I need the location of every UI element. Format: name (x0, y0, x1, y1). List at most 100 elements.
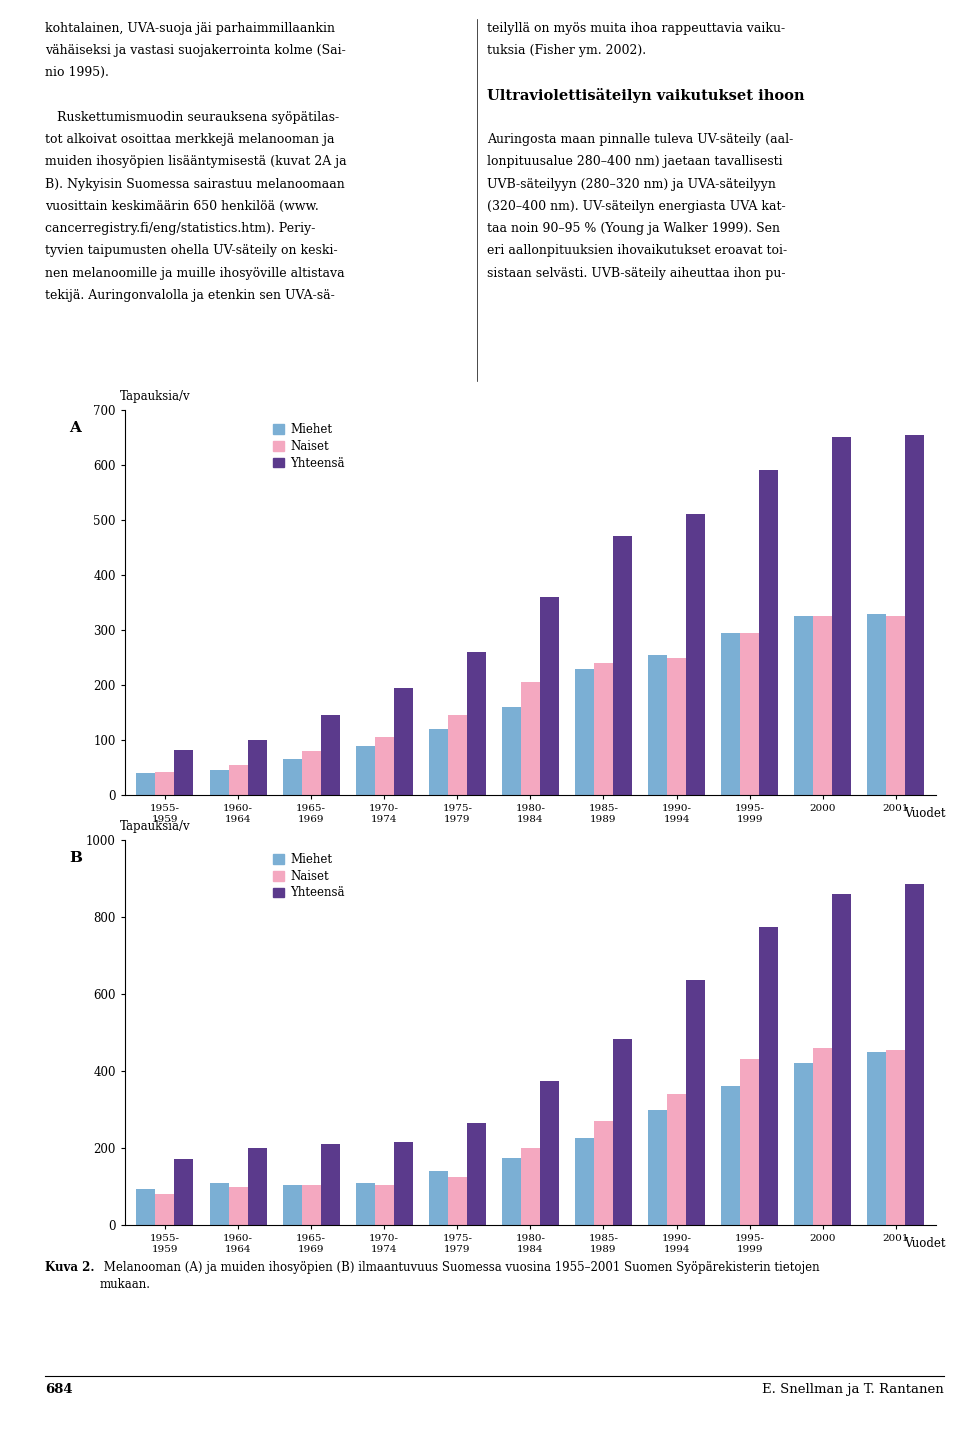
Bar (228, 765, 248, 795)
Bar (228, 1186, 248, 1225)
Bar (394, 687, 413, 795)
Bar (886, 617, 905, 795)
Bar (521, 1148, 540, 1225)
Bar (832, 437, 852, 795)
Bar (575, 1139, 594, 1225)
Bar (867, 614, 886, 795)
Bar (136, 774, 156, 795)
Bar (813, 617, 832, 795)
Bar (540, 1081, 559, 1225)
Bar (502, 1158, 521, 1225)
Bar (282, 759, 301, 795)
Bar (282, 1185, 301, 1225)
Bar (356, 1183, 374, 1225)
Text: Vuodet: Vuodet (904, 1237, 946, 1250)
Bar (905, 434, 924, 795)
Bar (374, 1185, 394, 1225)
Text: tot alkoivat osoittaa merkkejä melanooman ja: tot alkoivat osoittaa merkkejä melanooma… (45, 134, 335, 147)
Text: 684: 684 (45, 1383, 73, 1396)
Text: (320–400 nm). UV-säteilyn energiasta UVA kat-: (320–400 nm). UV-säteilyn energiasta UVA… (487, 200, 785, 213)
Bar (667, 1094, 686, 1225)
Bar (613, 536, 632, 795)
Bar (794, 617, 813, 795)
Bar (721, 1087, 740, 1225)
Bar (667, 657, 686, 795)
Bar (740, 633, 759, 795)
Text: B). Nykyisin Suomessa sairastuu melanoomaan: B). Nykyisin Suomessa sairastuu melanoom… (45, 178, 345, 191)
Text: Ruskettumismuodin seurauksena syöpätilas-: Ruskettumismuodin seurauksena syöpätilas… (45, 111, 339, 124)
Bar (301, 1185, 321, 1225)
Text: A: A (69, 421, 81, 436)
Text: UVB-säteilyyn (280–320 nm) ja UVA-säteilyyn: UVB-säteilyyn (280–320 nm) ja UVA-säteil… (487, 178, 776, 191)
Text: nen melanoomille ja muille ihosyöville altistava: nen melanoomille ja muille ihosyöville a… (45, 267, 345, 280)
Bar (248, 1148, 267, 1225)
Bar (467, 1123, 486, 1225)
Bar (721, 633, 740, 795)
Bar (356, 746, 374, 795)
Text: taa noin 90–95 % (Young ja Walker 1999). Sen: taa noin 90–95 % (Young ja Walker 1999).… (487, 223, 780, 236)
Text: Tapauksia/v: Tapauksia/v (120, 390, 191, 403)
Text: Tapauksia/v: Tapauksia/v (120, 820, 191, 833)
Text: lonpituusalue 280–400 nm) jaetaan tavallisesti: lonpituusalue 280–400 nm) jaetaan tavall… (487, 155, 782, 168)
Text: Auringosta maan pinnalle tuleva UV-säteily (aal-: Auringosta maan pinnalle tuleva UV-sätei… (487, 134, 793, 147)
Bar (248, 741, 267, 795)
Bar (594, 1122, 613, 1225)
Bar (867, 1051, 886, 1225)
Text: vähäiseksi ja vastasi suojakerrointa kolme (Sai-: vähäiseksi ja vastasi suojakerrointa kol… (45, 43, 346, 58)
Bar (447, 1176, 467, 1225)
Legend: Miehet, Naiset, Yhteensä: Miehet, Naiset, Yhteensä (273, 423, 345, 470)
Text: sistaan selvästi. UVB-säteily aiheuttaa ihon pu-: sistaan selvästi. UVB-säteily aiheuttaa … (487, 267, 785, 280)
Text: kohtalainen, UVA-suoja jäi parhaimmillaankin: kohtalainen, UVA-suoja jäi parhaimmillaa… (45, 22, 335, 35)
Bar (832, 894, 852, 1225)
Bar (502, 707, 521, 795)
Bar (467, 651, 486, 795)
Bar (394, 1142, 413, 1225)
Text: tekijä. Auringonvalolla ja etenkin sen UVA-sä-: tekijä. Auringonvalolla ja etenkin sen U… (45, 289, 335, 302)
Bar (794, 1063, 813, 1225)
Bar (540, 597, 559, 795)
Legend: Miehet, Naiset, Yhteensä: Miehet, Naiset, Yhteensä (273, 853, 345, 900)
Bar (429, 729, 447, 795)
Bar (686, 981, 705, 1225)
Bar (321, 715, 340, 795)
Bar (136, 1189, 156, 1225)
Bar (759, 926, 779, 1225)
Bar (759, 470, 779, 795)
Text: muiden ihosyöpien lisääntymisestä (kuvat 2A ja: muiden ihosyöpien lisääntymisestä (kuvat… (45, 155, 347, 168)
Bar (648, 654, 667, 795)
Bar (521, 683, 540, 795)
Bar (575, 669, 594, 795)
Bar (905, 884, 924, 1225)
Text: Ultraviolettisäteilyn vaikutukset ihoon: Ultraviolettisäteilyn vaikutukset ihoon (487, 89, 804, 104)
Text: B: B (69, 851, 83, 866)
Bar (613, 1040, 632, 1225)
Text: Melanooman (A) ja muiden ihosyöpien (B) ilmaantuvuus Suomessa vuosina 1955–2001 : Melanooman (A) ja muiden ihosyöpien (B) … (100, 1261, 820, 1291)
Bar (429, 1171, 447, 1225)
Bar (156, 772, 175, 795)
Text: Kuva 2.: Kuva 2. (45, 1261, 95, 1274)
Bar (886, 1050, 905, 1225)
Text: cancerregistry.fi/eng/statistics.htm). Periy-: cancerregistry.fi/eng/statistics.htm). P… (45, 223, 316, 236)
Text: eri aallonpituuksien ihovaikutukset eroavat toi-: eri aallonpituuksien ihovaikutukset eroa… (487, 244, 787, 257)
Bar (594, 663, 613, 795)
Text: Vuodet: Vuodet (904, 807, 946, 820)
Bar (686, 515, 705, 795)
Text: teilyllä on myös muita ihoa rappeuttavia vaiku-: teilyllä on myös muita ihoa rappeuttavia… (487, 22, 785, 35)
Bar (301, 751, 321, 795)
Bar (740, 1060, 759, 1225)
Bar (156, 1195, 175, 1225)
Text: nio 1995).: nio 1995). (45, 66, 109, 79)
Text: E. Snellman ja T. Rantanen: E. Snellman ja T. Rantanen (762, 1383, 944, 1396)
Bar (321, 1145, 340, 1225)
Text: tuksia (Fisher ym. 2002).: tuksia (Fisher ym. 2002). (487, 43, 646, 58)
Bar (209, 1183, 228, 1225)
Bar (175, 751, 194, 795)
Text: tyvien taipumusten ohella UV-säteily on keski-: tyvien taipumusten ohella UV-säteily on … (45, 244, 338, 257)
Bar (374, 738, 394, 795)
Bar (175, 1159, 194, 1225)
Bar (447, 715, 467, 795)
Bar (813, 1048, 832, 1225)
Bar (648, 1110, 667, 1225)
Bar (209, 771, 228, 795)
Text: vuosittain keskimäärin 650 henkilöä (www.: vuosittain keskimäärin 650 henkilöä (www… (45, 200, 319, 213)
